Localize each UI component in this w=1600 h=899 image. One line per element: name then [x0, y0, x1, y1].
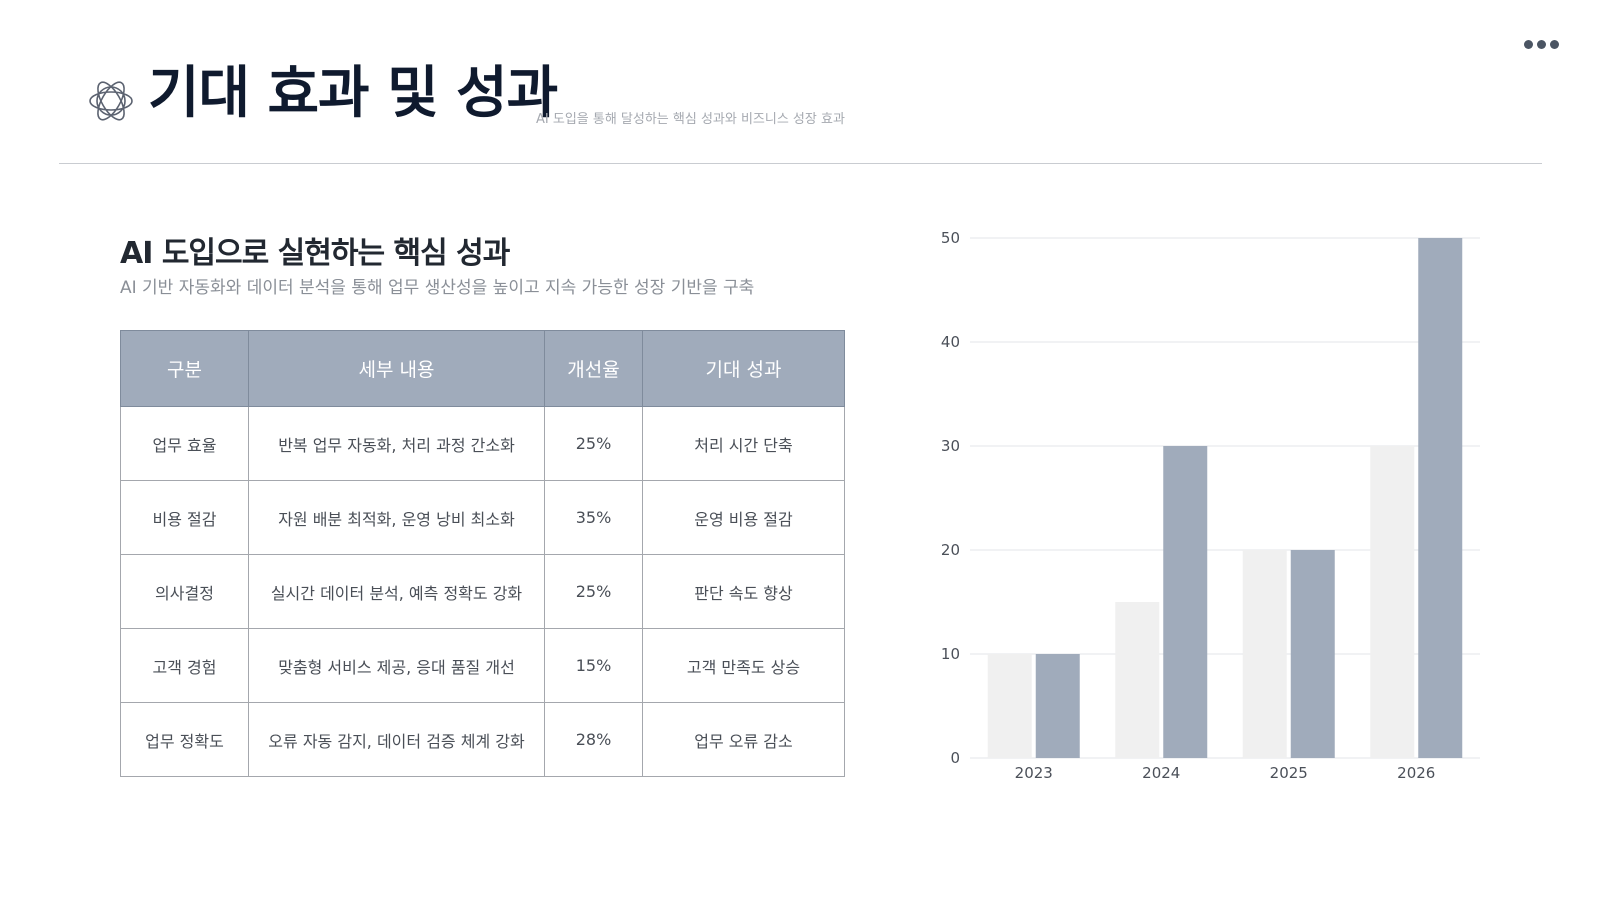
effects-table: 구분 세부 내용 개선율 기대 성과 업무 효율 반복 업무 자동화, 처리 과… — [120, 330, 845, 777]
bar — [1163, 446, 1208, 758]
table-cell: 고객 경험 — [120, 628, 249, 703]
y-tick-label: 30 — [941, 437, 960, 455]
bar — [1418, 238, 1463, 758]
page-subtitle: AI 도입을 통해 달성하는 핵심 성과와 비즈니스 성장 효과 — [536, 112, 845, 127]
x-tick-label: 2026 — [1397, 764, 1435, 782]
table-cell: 35% — [544, 480, 643, 555]
y-tick-label: 20 — [941, 541, 960, 559]
table-cell: 맞춤형 서비스 제공, 응대 품질 개선 — [248, 628, 545, 703]
x-tick-label: 2024 — [1142, 764, 1180, 782]
table-cell: 반복 업무 자동화, 처리 과정 간소화 — [248, 406, 545, 481]
table-cell: 의사결정 — [120, 554, 249, 629]
table-cell: 판단 속도 향상 — [642, 554, 845, 629]
dot — [1537, 40, 1546, 49]
table-cell: 오류 자동 감지, 데이터 검증 체계 강화 — [248, 702, 545, 777]
section-description: AI 기반 자동화와 데이터 분석을 통해 업무 생산성을 높이고 지속 가능한… — [120, 278, 755, 298]
y-tick-label: 0 — [950, 749, 960, 767]
table-cell: 고객 만족도 상승 — [642, 628, 845, 703]
table-cell: 자원 배분 최적화, 운영 낭비 최소화 — [248, 480, 545, 555]
table-cell: 25% — [544, 554, 643, 629]
dot — [1524, 40, 1533, 49]
table-row: 업무 효율 반복 업무 자동화, 처리 과정 간소화 25% 처리 시간 단축 — [120, 406, 845, 481]
x-tick-label: 2025 — [1270, 764, 1308, 782]
bar — [987, 654, 1032, 758]
table-cell: 실시간 데이터 분석, 예측 정확도 강화 — [248, 554, 545, 629]
table-cell: 비용 절감 — [120, 480, 249, 555]
bar — [1370, 446, 1415, 758]
table-cell: 25% — [544, 406, 643, 481]
dot — [1550, 40, 1559, 49]
column-header: 개선율 — [544, 330, 643, 407]
bar — [1115, 602, 1160, 758]
table-cell: 28% — [544, 702, 643, 777]
bar — [1035, 654, 1080, 758]
atom-star-icon — [89, 81, 133, 121]
table-row: 비용 절감 자원 배분 최적화, 운영 낭비 최소화 35% 운영 비용 절감 — [120, 480, 845, 555]
bar — [1290, 550, 1335, 758]
section-title: AI 도입으로 실현하는 핵심 성과 — [120, 236, 510, 271]
table-cell: 15% — [544, 628, 643, 703]
column-header: 기대 성과 — [642, 330, 845, 407]
column-header: 구분 — [120, 330, 249, 407]
table-row: 고객 경험 맞춤형 서비스 제공, 응대 품질 개선 15% 고객 만족도 상승 — [120, 628, 845, 703]
more-dots-icon[interactable] — [1524, 40, 1559, 49]
x-tick-label: 2023 — [1015, 764, 1053, 782]
y-tick-label: 50 — [941, 229, 960, 247]
table-cell: 업무 오류 감소 — [642, 702, 845, 777]
column-header: 세부 내용 — [248, 330, 545, 407]
table-cell: 업무 정확도 — [120, 702, 249, 777]
table-cell: 처리 시간 단축 — [642, 406, 845, 481]
bar — [1242, 550, 1287, 758]
header-divider — [59, 163, 1542, 164]
table-row: 업무 정확도 오류 자동 감지, 데이터 검증 체계 강화 28% 업무 오류 … — [120, 702, 845, 777]
table-row: 의사결정 실시간 데이터 분석, 예측 정확도 강화 25% 판단 속도 향상 — [120, 554, 845, 629]
y-tick-label: 40 — [941, 333, 960, 351]
bar-chart: 0 10 20 30 40 50 2023 2024 2025 2026 — [941, 229, 1480, 782]
y-tick-label: 10 — [941, 645, 960, 663]
page-title: 기대 효과 및 성과 — [148, 61, 558, 126]
table-header-row: 구분 세부 내용 개선율 기대 성과 — [120, 330, 845, 407]
table-cell: 운영 비용 절감 — [642, 480, 845, 555]
table-cell: 업무 효율 — [120, 406, 249, 481]
